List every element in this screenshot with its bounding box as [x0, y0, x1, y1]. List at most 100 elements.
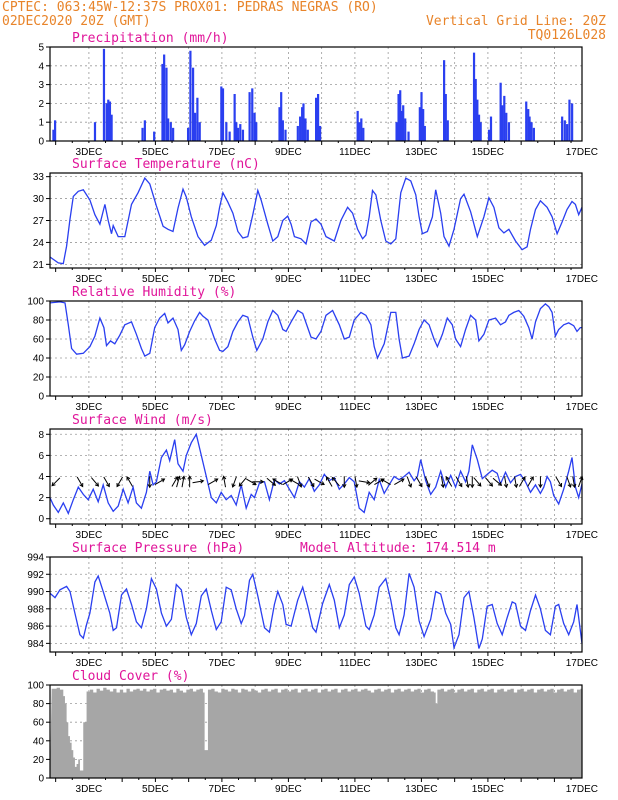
panel-title: Relative Humidity (%) — [72, 285, 236, 300]
wind-arrow — [425, 476, 431, 488]
wind-arrow — [181, 475, 186, 488]
panel-title: Cloud Cover (%) — [72, 669, 189, 684]
wind-arrow — [513, 476, 519, 489]
x-tick-label: 15DEC — [472, 402, 504, 413]
wind-arrow — [415, 476, 423, 488]
precip-bar — [172, 127, 175, 141]
y-tick-label: 0 — [38, 392, 44, 403]
precip-bar — [110, 114, 113, 141]
wind-arrow — [440, 476, 446, 489]
header-model-id: TQ0126L028 — [528, 28, 606, 43]
x-tick-label: 13DEC — [405, 658, 437, 669]
precip-bar — [499, 82, 502, 141]
x-tick-label: 3DEC — [76, 402, 103, 413]
precip-bar — [503, 95, 506, 141]
x-tick-label: 3DEC — [76, 658, 103, 669]
press-series-line — [49, 572, 583, 651]
y-tick-label: 0 — [38, 137, 44, 148]
wind-arrow — [266, 477, 277, 486]
precip-bar — [193, 112, 197, 141]
x-tick-label: 15DEC — [472, 784, 504, 795]
precip-bar — [356, 110, 359, 141]
wind-arrow — [445, 476, 453, 487]
y-tick-label: 3 — [38, 80, 44, 91]
precip-bar — [196, 97, 199, 141]
precip-bar — [255, 122, 258, 141]
wind-arrow — [331, 476, 340, 487]
precip-bar — [530, 122, 533, 141]
precip-bar — [395, 122, 398, 141]
precip-bar — [525, 101, 528, 141]
wind-arrow — [367, 477, 378, 486]
precip-bar — [299, 116, 302, 141]
wind-arrow — [51, 477, 61, 487]
x-tick-label: 11DEC — [339, 274, 371, 285]
x-tick-label: 11DEC — [339, 147, 371, 158]
x-tick-label: 15DEC — [472, 274, 504, 285]
x-tick-label: 3DEC — [76, 530, 103, 541]
wind-arrow — [176, 475, 181, 488]
precip-bar — [489, 116, 493, 141]
precip-bar — [407, 131, 410, 141]
precip-bar — [302, 103, 305, 141]
panel-cloud: 0 20 40 60 80 100 3DEC 5DEC 7DEC 9DEC 11DEC 13DEC 15… — [27, 669, 598, 795]
x-tick-label: 9DEC — [275, 402, 302, 413]
x-tick-label: 9DEC — [275, 147, 302, 158]
precip-bar — [487, 129, 491, 141]
wind-arrow — [492, 477, 503, 486]
wind-arrow — [221, 475, 227, 488]
precip-bar — [563, 120, 566, 141]
wind-arrow — [555, 476, 563, 488]
precip-bar — [301, 107, 304, 141]
x-tick-label: 17DEC — [566, 530, 598, 541]
x-tick-label: 15DEC — [472, 147, 504, 158]
wind-arrow — [252, 479, 265, 485]
precip-bar — [141, 127, 144, 141]
y-tick-label: 4 — [38, 61, 44, 72]
wind-arrow — [503, 476, 509, 489]
precip-bar — [53, 120, 57, 141]
wind-arrow — [154, 478, 166, 485]
y-tick-label: 40 — [33, 736, 45, 747]
x-tick-label: 5DEC — [142, 784, 169, 795]
x-tick-label: 5DEC — [142, 147, 169, 158]
precip-bar — [281, 120, 284, 141]
x-tick-label: 11DEC — [339, 530, 371, 541]
y-tick-label: 994 — [27, 553, 44, 564]
wind-arrow — [147, 476, 152, 489]
precip-bar — [225, 122, 228, 141]
precip-bar — [93, 122, 97, 141]
precip-bar — [318, 125, 322, 141]
precip-bar — [253, 112, 256, 141]
precip-bar — [163, 54, 166, 141]
y-tick-label: 988 — [27, 604, 44, 615]
precip-bar — [198, 122, 201, 141]
wind-arrow — [90, 477, 100, 487]
precip-bar — [315, 97, 318, 141]
x-tick-label: 7DEC — [209, 147, 236, 158]
header-grid-note: Vertical Grid Line: 20Z — [426, 14, 606, 29]
precip-bar — [284, 129, 287, 141]
x-tick-label: 11DEC — [339, 402, 371, 413]
precip-bar — [248, 92, 251, 141]
wind-arrow — [246, 478, 257, 486]
x-tick-label: 9DEC — [275, 658, 302, 669]
precip-bar — [422, 109, 425, 141]
wind-arrow — [171, 476, 178, 487]
precip-bar — [278, 107, 281, 141]
precip-bar — [532, 127, 535, 141]
y-tick-label: 8 — [38, 430, 44, 441]
x-tick-label: 7DEC — [209, 658, 236, 669]
y-tick-label: 80 — [33, 699, 45, 710]
precip-bar — [420, 92, 423, 141]
wind-arrow — [455, 476, 463, 488]
x-tick-label: 13DEC — [405, 274, 437, 285]
precip-bar — [362, 127, 365, 141]
y-tick-label: 4 — [38, 472, 44, 483]
precip-bar — [239, 124, 242, 141]
x-tick-label: 3DEC — [76, 274, 103, 285]
x-tick-label: 17DEC — [566, 274, 598, 285]
precip-bar — [186, 127, 190, 141]
wind-arrow — [484, 477, 494, 487]
precip-bar — [306, 129, 309, 141]
